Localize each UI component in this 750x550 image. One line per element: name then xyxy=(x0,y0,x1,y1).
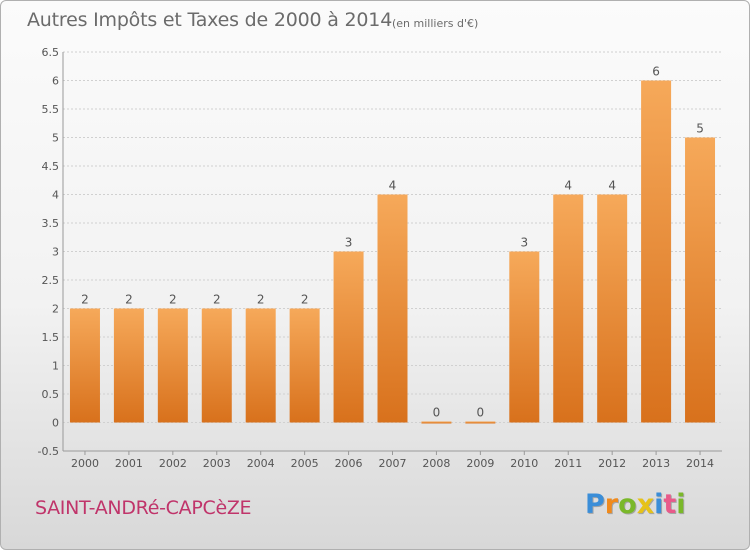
x-tick-label-2004: 2004 xyxy=(247,457,275,470)
y-tick-label: 2 xyxy=(52,303,59,316)
chart-title: Autres Impôts et Taxes de 2000 à 2014 xyxy=(27,9,393,31)
x-tick-label-2008: 2008 xyxy=(422,457,450,470)
bar-2003 xyxy=(201,308,232,423)
bar-2001 xyxy=(113,308,144,423)
x-tick-label-2001: 2001 xyxy=(115,457,143,470)
data-label-2010: 3 xyxy=(520,236,528,250)
bar-2012 xyxy=(597,194,628,423)
proxiti-logo: Proxiti xyxy=(585,489,686,520)
data-label-2005: 2 xyxy=(301,293,309,307)
y-tick-label: 1 xyxy=(52,360,59,373)
x-tick-label-2014: 2014 xyxy=(686,457,714,470)
data-label-2001: 2 xyxy=(125,293,133,307)
y-tick-label: 6 xyxy=(52,75,59,88)
x-tick-label-2009: 2009 xyxy=(466,457,494,470)
data-label-2007: 4 xyxy=(389,179,397,193)
bar-2000 xyxy=(69,308,100,423)
data-label-2011: 4 xyxy=(564,179,572,193)
x-tick-label-2005: 2005 xyxy=(291,457,319,470)
x-tick-label-2010: 2010 xyxy=(510,457,538,470)
x-tick-label-2002: 2002 xyxy=(159,457,187,470)
y-tick-label: 3 xyxy=(52,246,59,259)
data-label-2009: 0 xyxy=(477,406,485,420)
commune-name: SAINT-ANDRé-CAPCèZE xyxy=(35,497,252,519)
data-label-2012: 4 xyxy=(608,179,616,193)
y-tick-label: 6.5 xyxy=(42,46,60,59)
data-label-2003: 2 xyxy=(213,293,221,307)
x-tick-label-2013: 2013 xyxy=(642,457,670,470)
bar-2014 xyxy=(685,137,716,423)
data-label-2000: 2 xyxy=(81,293,89,307)
data-label-2008: 0 xyxy=(433,406,441,420)
bar-2007 xyxy=(377,194,408,423)
data-label-2014: 5 xyxy=(696,122,704,136)
y-tick-label: -0.5 xyxy=(38,445,59,458)
y-tick-label: 2.5 xyxy=(42,274,60,287)
x-tick-label-2006: 2006 xyxy=(335,457,363,470)
bar-2010 xyxy=(509,251,540,423)
bar-2013 xyxy=(641,80,672,423)
y-tick-label: 0.5 xyxy=(42,388,60,401)
x-tick-label-2007: 2007 xyxy=(379,457,407,470)
x-tick-label-2000: 2000 xyxy=(71,457,99,470)
data-label-2006: 3 xyxy=(345,236,353,250)
data-label-2013: 6 xyxy=(652,65,660,79)
y-tick-label: 3.5 xyxy=(42,217,60,230)
data-label-2004: 2 xyxy=(257,293,265,307)
y-tick-label: 5.5 xyxy=(42,103,60,116)
bar-2002 xyxy=(157,308,188,423)
bar-2004 xyxy=(245,308,276,423)
y-tick-label: 5 xyxy=(52,132,59,145)
y-tick-label: 1.5 xyxy=(42,331,60,344)
y-tick-label: 4.5 xyxy=(42,160,60,173)
chart-subtitle: (en milliers d'€) xyxy=(392,17,479,30)
x-tick-label-2011: 2011 xyxy=(554,457,582,470)
x-tick-label-2012: 2012 xyxy=(598,457,626,470)
x-tick-label-2003: 2003 xyxy=(203,457,231,470)
bar-2005 xyxy=(289,308,320,423)
y-tick-label: 4 xyxy=(52,189,59,202)
data-label-2002: 2 xyxy=(169,293,177,307)
bar-2009 xyxy=(465,421,496,424)
bar-2006 xyxy=(333,251,364,423)
y-tick-label: 0 xyxy=(52,417,59,430)
bar-2011 xyxy=(553,194,584,423)
bar-2008 xyxy=(421,421,452,424)
